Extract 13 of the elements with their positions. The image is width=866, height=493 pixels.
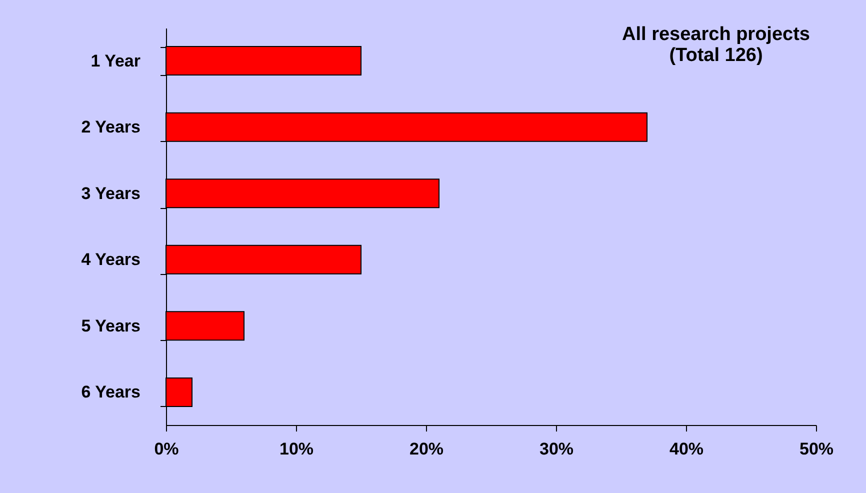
y-tick-label: 2 Years bbox=[81, 118, 140, 137]
y-tick-label: 1 Year bbox=[90, 51, 141, 70]
chart-title: All research projects (Total 126) bbox=[622, 24, 810, 66]
y-tick-label: 5 Years bbox=[81, 316, 140, 336]
x-tick-label: 40% bbox=[669, 440, 704, 458]
y-tick-label: 6 Years bbox=[81, 382, 140, 402]
x-tick-label: 0% bbox=[154, 440, 179, 458]
x-tick-label: 20% bbox=[409, 440, 444, 458]
x-tick-label: 50% bbox=[799, 440, 834, 458]
y-tick-label: 3 Years bbox=[81, 184, 140, 203]
x-tick-label: 30% bbox=[539, 440, 574, 458]
y-tick-label: 4 Years bbox=[81, 250, 140, 270]
x-tick-label: 10% bbox=[279, 440, 314, 458]
